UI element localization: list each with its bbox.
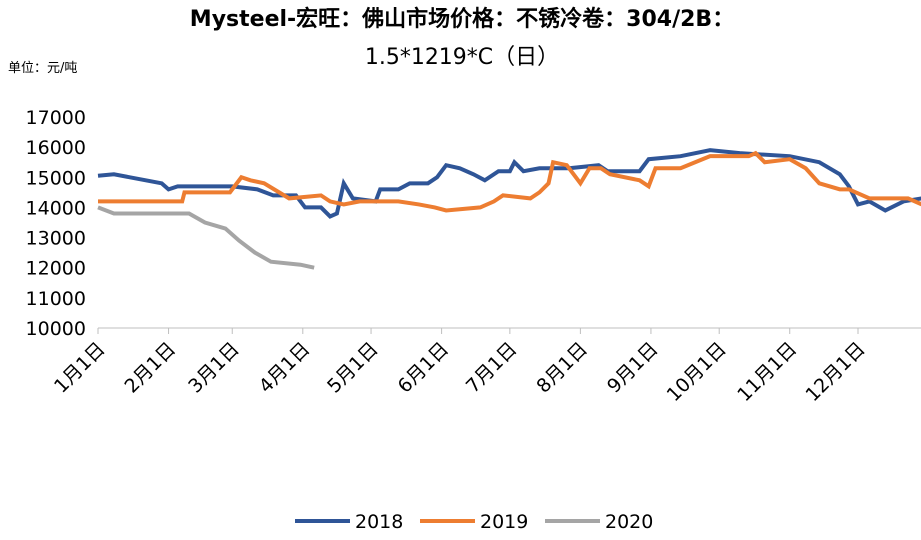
plot: 10000 11000 12000 13000 14000 15000 16000 17000… [26, 107, 921, 406]
y-tick-label: 13000 [26, 228, 86, 250]
chart-title: Mysteel-宏旺：佛山市场价格：不锈冷卷：304/2B： [190, 6, 734, 32]
y-tick-label: 11000 [26, 288, 86, 310]
y-tick-label: 12000 [26, 258, 86, 280]
y-tick-label: 14000 [26, 197, 86, 219]
unit-label: 单位：元/吨 [8, 61, 77, 76]
x-tick-label: 6月1日 [394, 338, 454, 398]
y-tick-label: 16000 [26, 137, 86, 159]
chart-title: 1.5*1219*C（日） [365, 45, 559, 70]
y-tick-label: 10000 [26, 318, 86, 340]
x-tick-label: 4月1日 [255, 338, 315, 398]
legend-label: 2020 [605, 511, 653, 533]
x-tick-label: 10月1日 [663, 338, 731, 406]
x-tick-label: 11月1日 [733, 338, 801, 406]
x-tick-label: 12月1日 [801, 338, 869, 406]
x-tick-label: 2月1日 [121, 338, 181, 398]
legend-label: 2019 [480, 511, 528, 533]
x-tick-label: 8月1日 [532, 338, 592, 398]
x-tick-label: 9月1日 [603, 338, 663, 398]
y-tick-label: 17000 [26, 107, 86, 129]
line-series [97, 148, 921, 219]
y-tick-label: 15000 [26, 167, 86, 189]
legend-label: 2018 [355, 511, 403, 533]
x-tick-label: 7月1日 [462, 338, 522, 398]
x-tick-label: 5月1日 [323, 338, 383, 398]
line-series [97, 205, 315, 270]
x-tick-label: 3月1日 [184, 338, 244, 398]
line-series [98, 150, 921, 213]
x-tick-label: 1月1日 [50, 338, 110, 398]
